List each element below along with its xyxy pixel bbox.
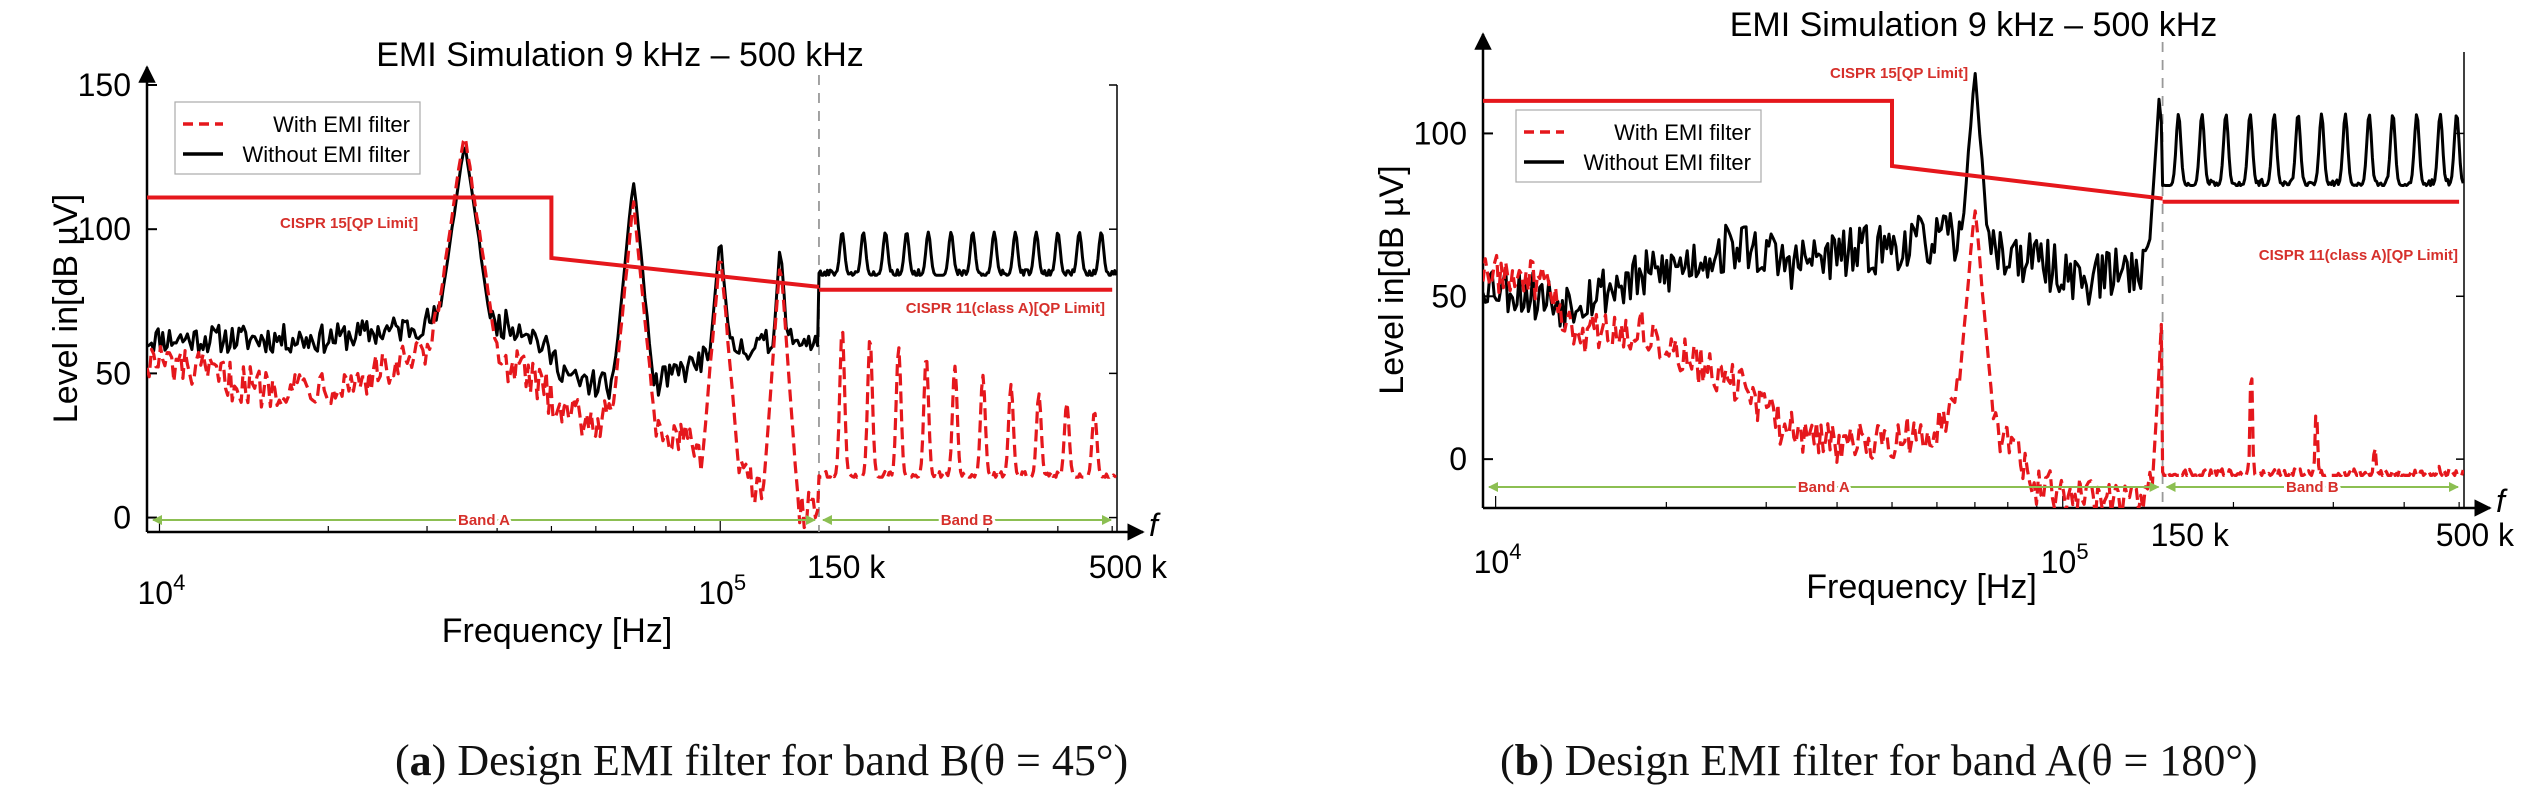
x-axis-symbol: f	[1149, 507, 1161, 543]
limit-label: CISPR 11(class A)[QP Limit]	[2259, 247, 2458, 264]
caption-b: (b) Design EMI filter for band A(θ = 180…	[1500, 736, 2258, 785]
limit-line-cispr15	[1483, 98, 2163, 201]
chart-panel-b: EMI Simulation 9 kHz – 500 kHz f 0 50 100 104…	[1373, 6, 2515, 606]
y-axis-label: Level in[dB µV]	[1373, 165, 1411, 394]
series-line-with-filter	[1483, 209, 2464, 508]
limit-label: CISPR 11(class A)[QP Limit]	[906, 300, 1105, 317]
chart-title: EMI Simulation 9 kHz – 500 kHz	[1730, 6, 2218, 44]
y-tick-label: 100	[1414, 115, 1467, 151]
legend-label: Without EMI filter	[1584, 150, 1751, 175]
legend-box	[174, 101, 421, 175]
band-label: Band B	[941, 512, 994, 529]
chart-title: EMI Simulation 9 kHz – 500 kHz	[376, 36, 864, 74]
band-label: Band A	[1798, 479, 1850, 496]
limit-label: CISPR 15[QP Limit]	[280, 215, 418, 232]
band-label: Band B	[2286, 479, 2339, 496]
series-line-without-filter	[147, 146, 1117, 400]
caption-a-text: Design EMI filter for band B(θ = 45°)	[457, 736, 1129, 785]
legend: With EMI filter Without EMI filter	[1515, 109, 1762, 183]
caption-a: (a) Design EMI filter for band B(θ = 45°…	[395, 736, 1129, 785]
y-tick-label: 50	[1431, 278, 1467, 314]
legend: With EMI filter Without EMI filter	[174, 101, 421, 175]
series-line-without-filter	[1483, 72, 2464, 329]
legend-label: With EMI filter	[1614, 120, 1751, 145]
series-line-with-filter	[147, 136, 1117, 530]
legend-box	[1515, 109, 1762, 183]
y-axis-label: Level in[dB µV]	[47, 194, 85, 423]
x-tick-label-decade: 104	[137, 570, 185, 611]
caption-b-text: Design EMI filter for band A(θ = 180°)	[1564, 736, 2258, 785]
y-tick-label: 150	[78, 67, 131, 103]
x-tick-label-500k: 500 k	[1089, 549, 1168, 585]
limit-label: CISPR 15[QP Limit]	[1830, 65, 1968, 82]
legend-label: With EMI filter	[273, 112, 410, 137]
caption-b-letter: b	[1514, 736, 1540, 785]
legend-label: Without EMI filter	[243, 142, 410, 167]
limit-line-cispr15	[147, 195, 820, 289]
x-axis-symbol: f	[2496, 483, 2508, 519]
y-tick-label: 100	[78, 211, 131, 247]
chart-panel-a: EMI Simulation 9 kHz – 500 kHz f 0 50 100 150…	[47, 36, 1168, 650]
x-axis-label: Frequency [Hz]	[442, 612, 673, 650]
band-label: Band A	[458, 512, 510, 529]
x-axis-label: Frequency [Hz]	[1806, 568, 2037, 606]
y-tick-label: 50	[95, 355, 131, 391]
y-tick-label: 0	[113, 500, 131, 536]
x-tick-label-decade: 105	[698, 570, 746, 611]
x-tick-label-150k: 150 k	[2151, 517, 2230, 553]
x-tick-label-150k: 150 k	[807, 549, 886, 585]
x-tick-label-500k: 500 k	[2436, 517, 2515, 553]
y-tick-label: 0	[1449, 441, 1467, 477]
x-tick-label-decade: 105	[2041, 539, 2089, 580]
caption-a-letter: a	[409, 736, 432, 785]
x-tick-label-decade: 104	[1474, 539, 1522, 580]
